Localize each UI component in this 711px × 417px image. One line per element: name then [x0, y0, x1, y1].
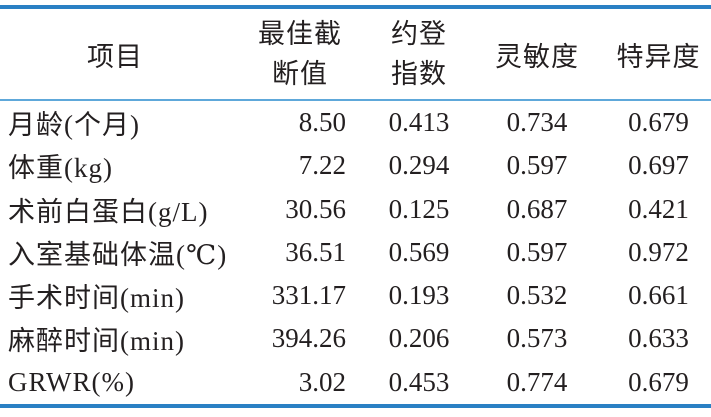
sensitivity-value: 0.573 [506, 323, 568, 354]
col-header-best-cutoff-line2: 断值 [272, 59, 328, 89]
table-top-rule [0, 5, 711, 9]
sensitivity-value: 0.532 [506, 280, 568, 311]
row-label: 麻醉时间(min) [8, 326, 185, 357]
specificity-value: 0.421 [628, 193, 689, 224]
cutoff-value: 3.02 [298, 366, 346, 397]
col-header-item: 项目 [87, 41, 143, 72]
sensitivity-value: 0.597 [506, 150, 568, 181]
specificity-value: 0.661 [628, 280, 689, 311]
table-body: 月龄(个月) 8.50 0.413 0.734 0.679 体重(kg) 7.2… [0, 101, 711, 404]
row-label: 术前白蛋白(g/L) [8, 196, 209, 227]
table-row: GRWR(%) 3.02 0.453 0.774 0.679 [0, 361, 711, 404]
youden-value: 0.206 [388, 323, 450, 354]
cutoff-value: 394.26 [271, 323, 346, 354]
col-header-youden-index: 约登 指数 [370, 14, 468, 94]
table-row: 麻醉时间(min) 394.26 0.206 0.573 0.633 [0, 317, 711, 360]
cutoff-value: 30.56 [285, 193, 346, 224]
row-label: 入室基础体温(℃) [8, 239, 228, 270]
row-label: GRWR(%) [8, 366, 135, 397]
table-row: 术前白蛋白(g/L) 30.56 0.125 0.687 0.421 [0, 188, 711, 231]
col-header-sensitivity: 灵敏度 [495, 41, 579, 72]
table-row: 体重(kg) 7.22 0.294 0.597 0.697 [0, 144, 711, 187]
cutoff-value: 331.17 [271, 280, 346, 311]
youden-value: 0.125 [388, 193, 450, 224]
col-header-youden-index-line2: 指数 [391, 59, 447, 89]
table-row: 手术时间(min) 331.17 0.193 0.532 0.661 [0, 274, 711, 317]
table-header-rule [0, 99, 711, 101]
sensitivity-value: 0.774 [506, 366, 568, 397]
youden-value: 0.294 [388, 150, 450, 181]
col-header-best-cutoff-line1: 最佳截 [258, 19, 342, 49]
cutoff-value: 8.50 [298, 107, 346, 138]
table-row: 月龄(个月) 8.50 0.413 0.734 0.679 [0, 101, 711, 144]
row-label: 手术时间(min) [8, 283, 185, 314]
specificity-value: 0.679 [628, 366, 689, 397]
sensitivity-value: 0.687 [506, 193, 568, 224]
specificity-value: 0.679 [628, 107, 689, 138]
col-header-best-cutoff: 最佳截 断值 [230, 14, 370, 94]
cutoff-value: 7.22 [298, 150, 346, 181]
table-header-row: 项目 最佳截 断值 约登 指数 灵敏度 特异度 [0, 9, 711, 99]
specificity-value: 0.972 [628, 236, 689, 267]
sensitivity-value: 0.734 [506, 107, 568, 138]
row-label: 月龄(个月) [8, 110, 140, 141]
cutoff-value: 36.51 [285, 236, 346, 267]
youden-value: 0.569 [388, 236, 450, 267]
specificity-value: 0.697 [628, 150, 689, 181]
specificity-value: 0.633 [628, 323, 689, 354]
table-bottom-rule [0, 404, 711, 408]
row-label: 体重(kg) [8, 153, 113, 184]
sensitivity-value: 0.597 [506, 236, 568, 267]
youden-value: 0.453 [388, 366, 450, 397]
table-row: 入室基础体温(℃) 36.51 0.569 0.597 0.972 [0, 231, 711, 274]
col-header-specificity: 特异度 [616, 41, 701, 72]
youden-value: 0.193 [388, 280, 450, 311]
col-header-youden-index-line1: 约登 [391, 19, 447, 49]
youden-value: 0.413 [388, 107, 450, 138]
